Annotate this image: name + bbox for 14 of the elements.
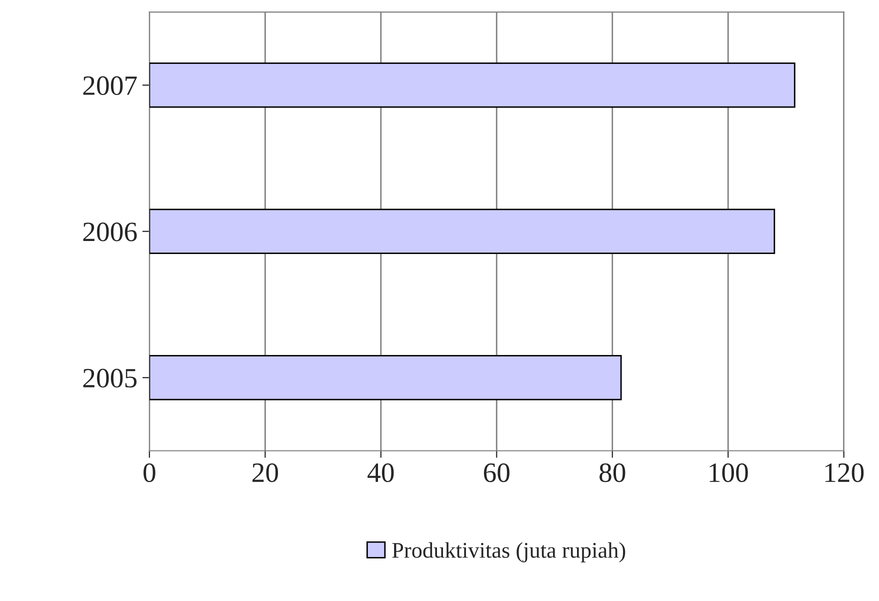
bar	[149, 208, 776, 254]
bar	[149, 354, 622, 400]
x-tick-label: 60	[484, 463, 510, 482]
x-tick-label: 20	[252, 463, 278, 482]
legend-label: Produktivitas (juta rupiah)	[392, 542, 626, 562]
x-tick-label: 40	[368, 463, 394, 482]
x-tick-label: 80	[600, 463, 626, 482]
y-tick-label: 2007	[83, 76, 137, 96]
x-tick-label: 0	[144, 463, 156, 482]
x-tick-label: 120	[825, 463, 864, 482]
y-tick-label: 2005	[83, 368, 137, 388]
y-tick-label: 2006	[83, 222, 137, 242]
bar	[149, 62, 796, 108]
x-tick-label: 100	[710, 463, 748, 482]
